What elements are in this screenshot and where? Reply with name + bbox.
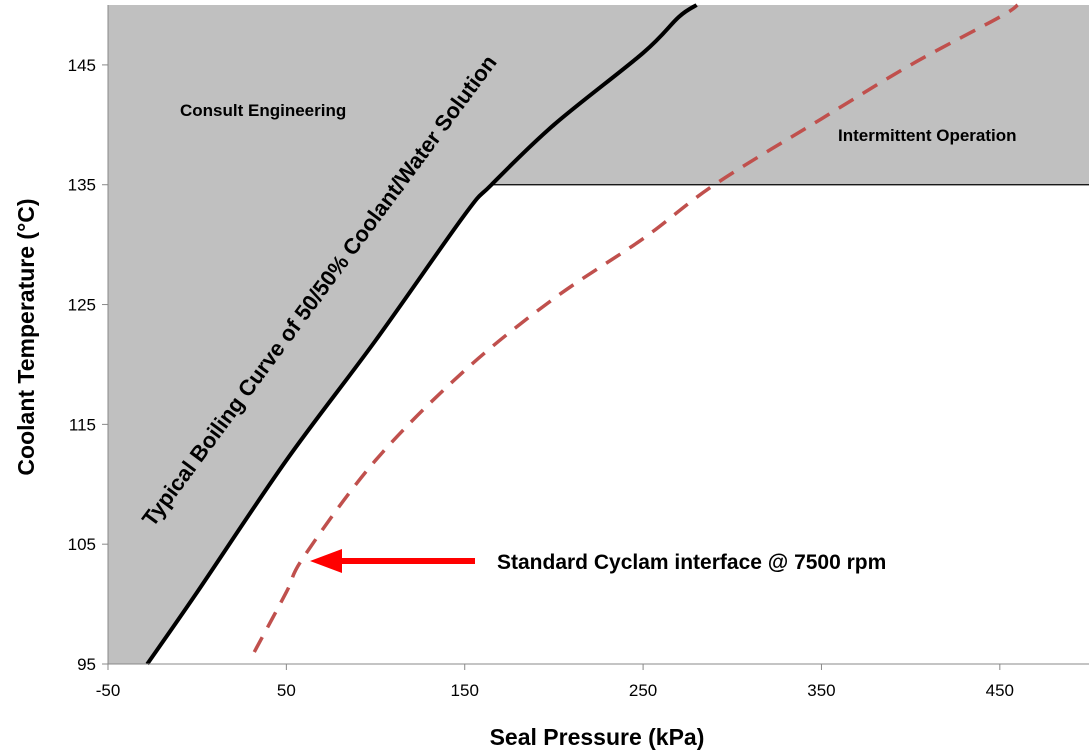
y-tick-label: 125 [68, 296, 96, 315]
y-tick-label: 115 [69, 415, 96, 434]
boiling-curve-line [145, 3, 698, 666]
consult-engineering-label: Consult Engineering [180, 101, 346, 120]
y-axis-label: Coolant Temperature (°C) [13, 198, 39, 475]
y-tick-label: 145 [68, 56, 96, 75]
plot-region [108, 3, 1089, 666]
x-tick-label: 450 [986, 681, 1014, 700]
intermittent-operation-region [451, 5, 1089, 185]
arrow-head [310, 549, 342, 573]
x-tick-label: 150 [451, 681, 479, 700]
intermittent-operation-label: Intermittent Operation [838, 126, 1017, 145]
x-tick-group: -50 50 150 250 350 450 [96, 664, 1014, 700]
x-tick-label: -50 [96, 681, 121, 700]
interface-arrow [310, 549, 475, 573]
interface-label: Standard Cyclam interface @ 7500 rpm [497, 551, 886, 574]
y-tick-label: 135 [68, 176, 96, 195]
x-tick-label: 50 [277, 681, 296, 700]
x-tick-label: 250 [629, 681, 657, 700]
y-tick-label: 95 [77, 655, 96, 674]
interface-curve-line [252, 3, 1019, 653]
y-tick-label: 105 [68, 535, 96, 554]
x-tick-label: 350 [807, 681, 835, 700]
axes: -50 50 150 250 350 450 95 105 115 125 135 145 [68, 5, 1089, 700]
y-tick-group: 95 105 115 125 135 145 [68, 56, 108, 674]
x-axis-label: Seal Pressure (kPa) [490, 724, 705, 750]
consult-engineering-region [108, 5, 697, 664]
